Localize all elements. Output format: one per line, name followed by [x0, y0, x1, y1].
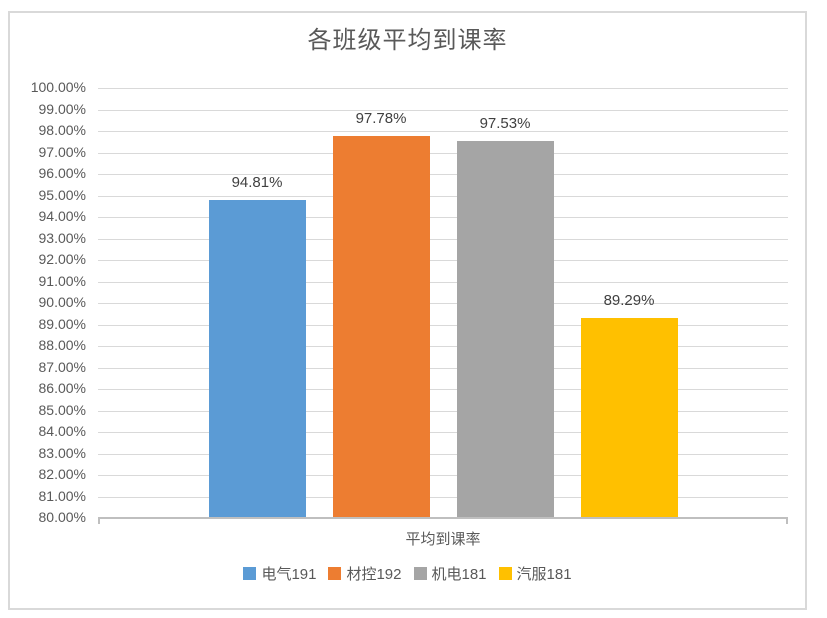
y-axis-tick-label: 88.00% — [38, 337, 86, 353]
y-axis-tick-label: 86.00% — [38, 380, 86, 396]
legend-label: 电气191 — [261, 566, 317, 583]
y-axis-tick-label: 81.00% — [38, 487, 86, 504]
y-axis-tick-label: 80.00% — [38, 509, 86, 525]
y-axis-tick-label: 94.00% — [38, 208, 86, 224]
y-axis-tick-label: 100.00% — [30, 79, 86, 95]
bar-汽服181 — [580, 318, 678, 518]
gridline — [98, 367, 788, 369]
gridline — [98, 281, 788, 283]
bar-电气191 — [208, 199, 306, 518]
gridline — [98, 432, 788, 433]
y-axis-tick-label: 84.00% — [38, 423, 86, 439]
gridline — [98, 109, 788, 111]
y-axis-tick-label: 96.00% — [38, 165, 86, 181]
legend-label: 材控192 — [346, 566, 402, 583]
legend-swatch-icon — [498, 567, 512, 580]
gridline — [98, 346, 788, 347]
x-axis-tick-start — [98, 517, 100, 524]
y-axis-tick-label: 95.00% — [38, 186, 86, 203]
legend-label: 汽服181 — [516, 566, 572, 583]
x-axis-category-label: 平均到课率 — [405, 531, 481, 548]
x-axis-line — [98, 517, 788, 519]
y-axis-tick-label: 98.00% — [38, 122, 86, 138]
bar-data-label: 94.81% — [231, 173, 283, 191]
bar-data-label: 89.29% — [603, 292, 655, 310]
legend-item-汽服181: 汽服181 — [498, 563, 572, 584]
chart-title: 各班级平均到课率 — [307, 27, 508, 54]
bar-材控192 — [332, 135, 430, 518]
gridline — [98, 389, 788, 390]
gridline — [98, 453, 788, 455]
y-axis-tick-label: 90.00% — [38, 294, 86, 310]
gridline — [98, 324, 788, 326]
gridline — [98, 238, 788, 240]
legend-swatch-icon — [243, 567, 257, 580]
legend-item-材控192: 材控192 — [328, 563, 402, 584]
legend-label: 机电181 — [431, 566, 487, 583]
y-axis-tick-label: 89.00% — [38, 315, 86, 332]
gridline — [98, 152, 788, 154]
y-axis-tick-label: 87.00% — [38, 358, 86, 375]
legend: 电气191 材控192 机电181 汽服181 — [8, 563, 807, 584]
y-axis-tick-label: 97.00% — [38, 143, 86, 160]
y-axis-tick-label: 83.00% — [38, 444, 86, 461]
legend-item-电气191: 电气191 — [243, 563, 316, 584]
y-axis-tick-label: 91.00% — [38, 272, 86, 289]
gridline — [98, 131, 788, 132]
y-axis-tick-label: 93.00% — [38, 229, 86, 246]
y-axis-tick-label: 92.00% — [38, 251, 86, 267]
bar-data-label: 97.78% — [355, 109, 407, 127]
y-axis-tick-label: 82.00% — [38, 466, 86, 482]
bar-机电181 — [456, 141, 554, 518]
y-axis-tick-label: 99.00% — [38, 100, 86, 117]
bar-data-label: 97.53% — [479, 115, 531, 133]
gridline — [98, 410, 788, 412]
gridline — [98, 260, 788, 261]
gridline — [98, 195, 788, 197]
plot-area: 94.81% 97.78% 97.53% 89.29% — [98, 88, 788, 524]
gridline — [98, 303, 788, 304]
gridline — [98, 174, 788, 175]
x-axis-tick-end — [786, 517, 788, 524]
y-axis-tick-label: 85.00% — [38, 401, 86, 418]
gridline — [98, 475, 788, 476]
legend-item-机电181: 机电181 — [413, 563, 487, 584]
gridline — [98, 496, 788, 498]
gridline — [98, 217, 788, 218]
gridline — [98, 88, 788, 89]
legend-swatch-icon — [328, 567, 342, 580]
legend-swatch-icon — [413, 567, 427, 580]
